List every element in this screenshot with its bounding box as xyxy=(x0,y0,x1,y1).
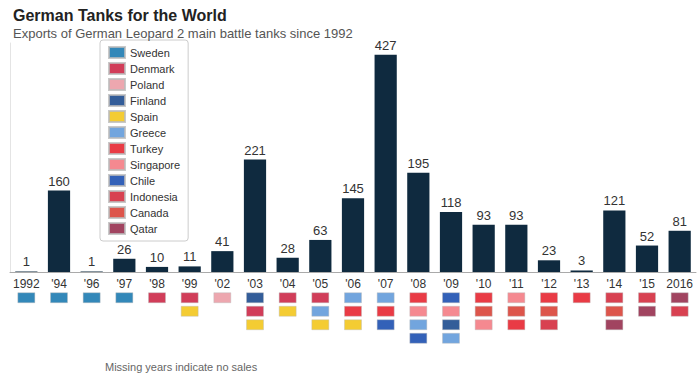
svg-text:52: 52 xyxy=(640,229,654,244)
svg-text:'07: '07 xyxy=(378,277,394,291)
svg-text:'04: '04 xyxy=(280,277,296,291)
svg-text:28: 28 xyxy=(280,241,294,256)
svg-text:63: 63 xyxy=(313,223,327,238)
svg-text:427: 427 xyxy=(375,38,397,53)
svg-text:1: 1 xyxy=(88,254,95,269)
svg-text:93: 93 xyxy=(476,208,490,223)
svg-text:'05: '05 xyxy=(313,277,329,291)
svg-text:Exports of German Leopard 2 ma: Exports of German Leopard 2 main battle … xyxy=(13,26,353,41)
svg-text:145: 145 xyxy=(342,181,364,196)
svg-text:'06: '06 xyxy=(345,277,361,291)
svg-text:'02: '02 xyxy=(215,277,231,291)
svg-text:'13: '13 xyxy=(574,277,590,291)
svg-text:'14: '14 xyxy=(607,277,623,291)
svg-text:1: 1 xyxy=(23,254,30,269)
svg-text:41: 41 xyxy=(215,234,229,249)
svg-text:160: 160 xyxy=(48,174,70,189)
svg-text:Finland: Finland xyxy=(130,95,166,107)
svg-text:3: 3 xyxy=(578,253,585,268)
svg-text:Greece: Greece xyxy=(130,127,166,139)
svg-text:121: 121 xyxy=(603,193,625,208)
svg-text:'09: '09 xyxy=(443,277,459,291)
svg-text:'11: '11 xyxy=(509,277,524,291)
svg-text:1992: 1992 xyxy=(13,277,40,291)
svg-text:Canada: Canada xyxy=(130,207,169,219)
svg-text:118: 118 xyxy=(441,195,462,210)
svg-text:'03: '03 xyxy=(247,277,263,291)
svg-text:11: 11 xyxy=(183,249,197,264)
svg-text:'97: '97 xyxy=(117,277,133,291)
svg-text:2016: 2016 xyxy=(666,277,693,291)
svg-text:'96: '96 xyxy=(84,277,100,291)
svg-text:81: 81 xyxy=(672,214,686,229)
svg-text:Poland: Poland xyxy=(130,79,164,91)
svg-text:Sweden: Sweden xyxy=(130,47,170,59)
svg-text:Turkey: Turkey xyxy=(130,143,164,155)
svg-text:German Tanks for the World: German Tanks for the World xyxy=(13,7,227,24)
svg-text:93: 93 xyxy=(509,208,523,223)
svg-text:'99: '99 xyxy=(182,277,198,291)
svg-text:'94: '94 xyxy=(51,277,67,291)
svg-text:'12: '12 xyxy=(541,277,557,291)
svg-text:26: 26 xyxy=(117,242,131,257)
svg-text:'10: '10 xyxy=(476,277,492,291)
svg-text:Indonesia: Indonesia xyxy=(130,191,179,203)
svg-text:195: 195 xyxy=(407,156,429,171)
svg-text:'08: '08 xyxy=(411,277,427,291)
svg-text:Singapore: Singapore xyxy=(130,159,180,171)
svg-text:'98: '98 xyxy=(149,277,165,291)
svg-text:221: 221 xyxy=(244,143,266,158)
svg-text:'15: '15 xyxy=(639,277,655,291)
svg-text:Denmark: Denmark xyxy=(130,63,175,75)
svg-text:Qatar: Qatar xyxy=(130,223,158,235)
svg-text:Chile: Chile xyxy=(130,175,155,187)
svg-text:Missing years indicate no sale: Missing years indicate no sales xyxy=(105,361,258,373)
svg-text:Spain: Spain xyxy=(130,111,158,123)
svg-text:10: 10 xyxy=(150,250,164,265)
svg-text:23: 23 xyxy=(542,243,556,258)
